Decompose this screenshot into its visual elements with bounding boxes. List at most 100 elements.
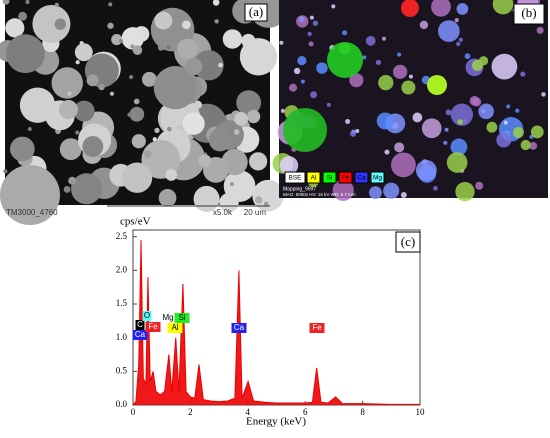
particle xyxy=(419,20,429,30)
particle xyxy=(229,182,234,187)
map-legend: BSE Al Si Fe Ca Mg xyxy=(284,171,385,184)
particle xyxy=(394,142,405,153)
particle xyxy=(450,138,468,156)
legend-swatch xyxy=(354,171,369,184)
legend-label: BSE xyxy=(288,175,302,182)
panel-label-box xyxy=(244,3,268,22)
particle xyxy=(362,55,367,60)
annotation: O xyxy=(144,311,150,320)
particle xyxy=(312,20,319,26)
particle xyxy=(129,74,134,80)
annotation-box xyxy=(142,311,152,321)
particle xyxy=(158,189,177,207)
particle xyxy=(391,152,416,178)
particle xyxy=(279,156,299,175)
particle xyxy=(496,132,512,148)
particle xyxy=(308,41,314,47)
particle xyxy=(515,108,520,113)
x-tick-label: 0 xyxy=(131,407,136,417)
particle xyxy=(331,4,336,9)
annotation: Ca xyxy=(135,330,146,339)
particle xyxy=(355,129,360,134)
particle xyxy=(121,162,153,193)
panel-label: (a) xyxy=(249,4,263,19)
particle xyxy=(234,129,240,135)
particle xyxy=(401,0,419,17)
particle xyxy=(378,74,394,91)
particle xyxy=(141,71,157,87)
particle xyxy=(193,50,224,81)
particle xyxy=(86,74,99,87)
particle xyxy=(400,192,407,199)
particle xyxy=(254,196,263,204)
particle xyxy=(381,36,386,41)
particle xyxy=(384,149,390,155)
particle xyxy=(283,108,327,152)
particle xyxy=(32,4,71,43)
particle xyxy=(193,185,220,212)
particle xyxy=(54,18,67,30)
particle xyxy=(236,90,262,116)
y-tick-label: 0.0 xyxy=(116,399,128,409)
map-info: MAG: 5000x HV: 15 kV WD: 5.7 mm xyxy=(283,192,356,197)
magnification: x5.0k xyxy=(213,208,233,217)
particle xyxy=(182,112,205,135)
particle xyxy=(345,119,351,124)
particle xyxy=(198,154,212,168)
particle xyxy=(309,15,314,20)
sem-caption: TM3000_4760 xyxy=(6,208,58,217)
y-tick-label: 2.5 xyxy=(116,231,128,241)
legend-swatch xyxy=(338,171,353,184)
particle xyxy=(132,45,143,55)
particle xyxy=(5,34,45,74)
particle xyxy=(67,91,72,96)
legend-label: Al xyxy=(311,175,317,182)
y-tick-label: 1.5 xyxy=(116,298,128,308)
particle xyxy=(98,83,105,91)
particle xyxy=(397,52,402,57)
particle xyxy=(471,59,483,71)
y-tick-label: 2.0 xyxy=(116,264,128,274)
annotation: Si xyxy=(178,313,185,322)
particle xyxy=(326,102,331,107)
particle xyxy=(127,112,132,117)
particle xyxy=(368,186,382,200)
particle xyxy=(530,125,544,139)
particle xyxy=(431,0,451,17)
particle xyxy=(3,169,8,174)
particle xyxy=(252,179,284,212)
map-info: Mapping_9997 xyxy=(283,186,316,192)
particle xyxy=(118,38,123,43)
particle xyxy=(263,201,269,206)
particle xyxy=(503,120,508,125)
particle xyxy=(208,128,232,152)
particle xyxy=(280,108,285,113)
particle xyxy=(464,53,471,60)
particle xyxy=(166,126,172,132)
particle xyxy=(166,45,171,50)
legend-label: Ca xyxy=(357,175,366,182)
particle xyxy=(246,109,261,124)
annotation: Ca xyxy=(234,323,245,332)
particle xyxy=(54,2,59,7)
legend-swatch xyxy=(370,171,385,184)
panel-label-box xyxy=(395,231,421,253)
particle xyxy=(234,112,248,126)
particle xyxy=(51,67,83,99)
particle xyxy=(375,59,382,66)
particle xyxy=(475,181,484,190)
particle xyxy=(193,100,203,109)
particle xyxy=(293,67,301,75)
particle xyxy=(279,40,284,45)
legend-swatch xyxy=(322,171,337,184)
particle xyxy=(109,91,114,96)
particle xyxy=(443,140,448,145)
particle xyxy=(249,152,268,171)
particle xyxy=(450,103,473,126)
particle xyxy=(152,137,157,142)
particle xyxy=(58,100,78,120)
particle xyxy=(444,127,449,132)
particle xyxy=(59,138,82,161)
particle xyxy=(512,127,524,139)
